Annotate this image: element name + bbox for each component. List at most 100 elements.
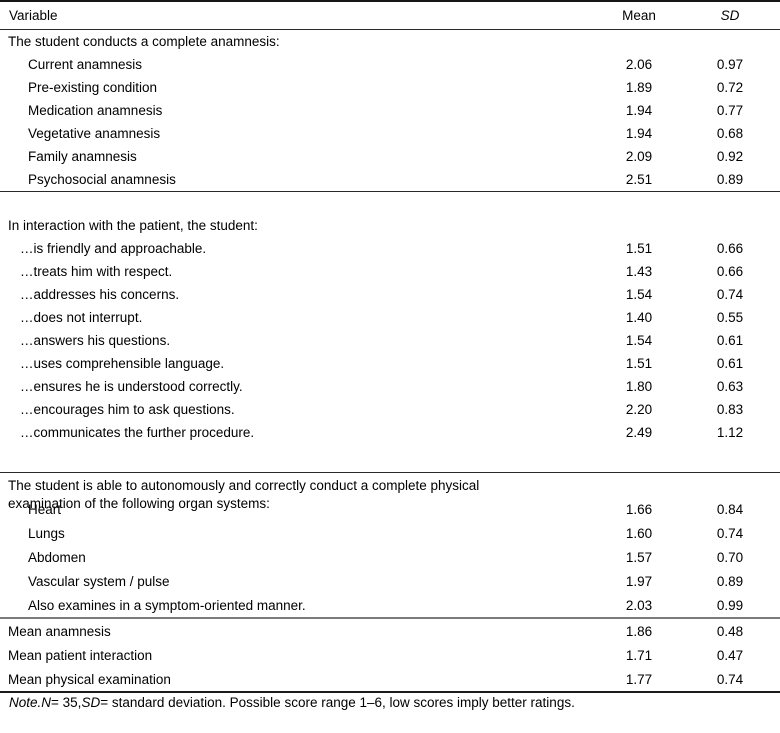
summary-label: Mean physical examination xyxy=(8,671,171,687)
table-row: Vegetative anamnesis 1.94 0.68 xyxy=(0,122,780,145)
section-patient-interaction: In interaction with the patient, the stu… xyxy=(0,214,780,444)
mean-value: 1.89 xyxy=(625,80,653,95)
column-header-variable: Variable xyxy=(9,8,58,23)
sd-value: 0.47 xyxy=(716,647,744,663)
variable-label: Medication anamnesis xyxy=(28,103,163,118)
sd-value: 0.66 xyxy=(716,241,744,256)
table-row: Abdomen 1.57 0.70 xyxy=(0,545,780,569)
note-text: = 35, xyxy=(51,695,82,710)
table-row: Vascular system / pulse 1.97 0.89 xyxy=(0,569,780,593)
column-header-sd: SD xyxy=(720,8,740,23)
mean-value: 2.20 xyxy=(625,402,653,417)
mean-value: 1.54 xyxy=(625,333,653,348)
sd-value: 0.89 xyxy=(716,573,744,589)
table-header-row: Variable Mean SD xyxy=(0,2,780,30)
variable-label: Vascular system / pulse xyxy=(28,573,170,589)
variable-label: Pre-existing condition xyxy=(28,80,158,95)
variable-label: Family anamnesis xyxy=(28,149,137,164)
mean-value: 2.51 xyxy=(625,172,653,187)
sd-value: 0.70 xyxy=(716,549,744,565)
table-row: In interaction with the patient, the stu… xyxy=(0,214,780,237)
section-anamnesis: The student conducts a complete anamnesi… xyxy=(0,30,780,192)
variable-label: …is friendly and approachable. xyxy=(20,241,207,256)
sd-value: 0.84 xyxy=(716,501,744,517)
variable-label: Also examines in a symptom-oriented mann… xyxy=(28,597,306,613)
table-row: Mean patient interaction 1.71 0.47 xyxy=(0,643,780,667)
sd-value: 0.61 xyxy=(716,356,744,371)
table-row: …is friendly and approachable. 1.51 0.66 xyxy=(0,237,780,260)
mean-value: 1.57 xyxy=(625,549,653,565)
note-text: = standard deviation. Possible score ran… xyxy=(100,695,575,710)
mean-value: 2.06 xyxy=(625,57,653,72)
table-row: Medication anamnesis 1.94 0.77 xyxy=(0,99,780,122)
mean-value: 1.51 xyxy=(625,356,653,371)
variable-label: Lungs xyxy=(28,525,65,541)
section-spacer xyxy=(0,444,780,472)
sd-value: 0.61 xyxy=(716,333,744,348)
section-header-label: The student is able to autonomously and … xyxy=(8,478,480,511)
sd-value: 0.74 xyxy=(716,525,744,541)
sd-value: 0.72 xyxy=(716,80,744,95)
variable-label: Abdomen xyxy=(28,549,86,565)
variable-label: …uses comprehensible language. xyxy=(20,356,225,371)
sd-value: 1.12 xyxy=(716,425,744,440)
sd-value: 0.48 xyxy=(716,623,744,639)
sd-value: 0.97 xyxy=(716,57,744,72)
mean-value: 1.77 xyxy=(625,671,653,687)
column-header-mean: Mean xyxy=(622,8,656,23)
mean-value: 1.51 xyxy=(625,241,653,256)
mean-value: 1.71 xyxy=(625,647,653,663)
table-row: The student conducts a complete anamnesi… xyxy=(0,30,780,53)
table-row: …communicates the further procedure. 2.49… xyxy=(0,421,780,444)
section-header-label: The student conducts a complete anamnesi… xyxy=(8,34,280,49)
section-physical-examination: The student is able to autonomously and … xyxy=(0,472,780,617)
variable-label: …treats him with respect. xyxy=(20,264,173,279)
table-row: Pre-existing condition 1.89 0.72 xyxy=(0,76,780,99)
note-text: Note. xyxy=(9,695,42,710)
variable-label: …communicates the further procedure. xyxy=(20,425,255,440)
note-text: SD xyxy=(81,695,101,710)
mean-value: 1.40 xyxy=(625,310,653,325)
table-row: …encourages him to ask questions. 2.20 0.8… xyxy=(0,398,780,421)
mean-value: 2.03 xyxy=(625,597,653,613)
sd-value: 0.74 xyxy=(716,671,744,687)
mean-value: 2.09 xyxy=(625,149,653,164)
variable-label: …encourages him to ask questions. xyxy=(20,402,235,417)
table-row: Mean physical examination 1.77 0.74 xyxy=(0,667,780,691)
table-row: Heart 1.66 0.84 xyxy=(0,497,780,521)
table-row: …treats him with respect. 1.43 0.66 xyxy=(0,260,780,283)
variable-label: Vegetative anamnesis xyxy=(28,126,161,141)
table-row: …answers his questions. 1.54 0.61 xyxy=(0,329,780,352)
mean-value: 1.60 xyxy=(625,525,653,541)
summary-label: Mean patient interaction xyxy=(8,647,153,663)
sd-value: 0.74 xyxy=(716,287,744,302)
sd-value: 0.83 xyxy=(716,402,744,417)
table-row: Also examines in a symptom-oriented mann… xyxy=(0,593,780,617)
sd-value: 0.68 xyxy=(716,126,744,141)
variable-label: …does not interrupt. xyxy=(20,310,143,325)
summary-rows: Mean anamnesis 1.86 0.48 Mean patient inter… xyxy=(0,617,780,691)
table-row: Lungs 1.60 0.74 xyxy=(0,521,780,545)
mean-value: 1.54 xyxy=(625,287,653,302)
table-row: The student is able to autonomously and … xyxy=(0,473,780,511)
mean-value: 1.80 xyxy=(625,379,653,394)
summary-label: Mean anamnesis xyxy=(8,623,111,639)
table-row: …uses comprehensible language. 1.51 0.61 xyxy=(0,352,780,375)
variable-label: …answers his questions. xyxy=(20,333,171,348)
note-text: N xyxy=(41,695,52,710)
table-row: Family anamnesis 2.09 0.92 xyxy=(0,145,780,168)
mean-value: 1.94 xyxy=(625,103,653,118)
mean-value: 1.97 xyxy=(625,573,653,589)
mean-value: 1.94 xyxy=(625,126,653,141)
table-row: …addresses his concerns. 1.54 0.74 xyxy=(0,283,780,306)
sd-value: 0.63 xyxy=(716,379,744,394)
variable-label: Current anamnesis xyxy=(28,57,143,72)
sd-value: 0.66 xyxy=(716,264,744,279)
sd-value: 0.99 xyxy=(716,597,744,613)
variable-label: Heart xyxy=(28,501,62,517)
mean-value: 1.66 xyxy=(625,501,653,517)
table-row: …ensures he is understood correctly. 1.80… xyxy=(0,375,780,398)
table-row: Psychosocial anamnesis 2.51 0.89 xyxy=(0,168,780,191)
mean-value: 1.43 xyxy=(625,264,653,279)
